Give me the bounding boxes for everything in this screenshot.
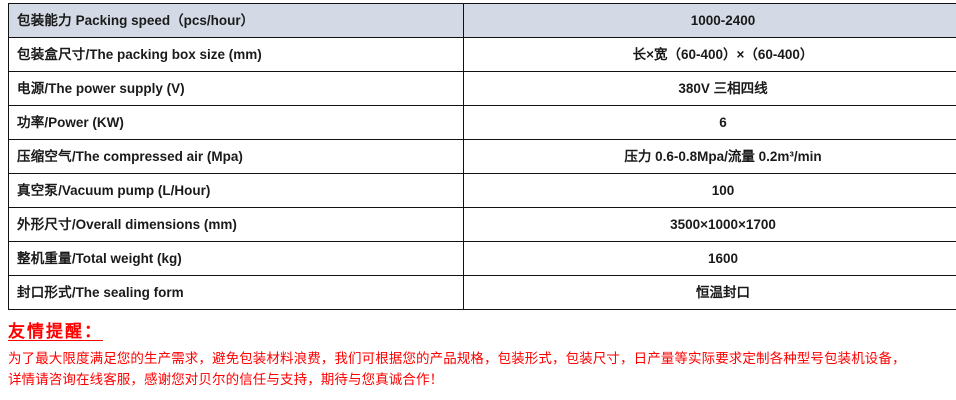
spec-label-cell: 整机重量/Total weight (kg) [8,241,464,276]
spec-label-cn: 包装能力 [17,12,72,28]
spec-label-cn: 整机重量 [17,250,72,266]
table-row: 外形尺寸/Overall dimensions (mm) 3500×1000×17… [8,207,956,242]
table-row: 包装盒尺寸/The packing box size (mm) 长×宽（60-40… [8,37,956,72]
spec-value: 100 [711,182,735,198]
notice-title: 友情提醒： [8,322,103,341]
spec-label-cn: 封口形式 [17,284,72,300]
spec-value-cell: 恒温封口 [463,275,956,310]
spec-label-en: /Overall dimensions (mm) [71,216,237,232]
spec-label-cn: 功率 [17,114,45,130]
spec-value-cell: 1600 [463,241,956,276]
spec-value: 压力 0.6-0.8Mpa/流量 0.2m³/min [624,148,822,164]
spec-label-cn: 压缩空气 [17,148,72,164]
spec-value: 6 [719,114,727,130]
spec-value-cell: 100 [463,173,956,208]
spec-value-cell: 6 [463,105,956,140]
spec-label-cell: 电源/The power supply (V) [8,71,464,106]
spec-label-cell: 功率/Power (KW) [8,105,464,140]
spec-label-cell: 外形尺寸/Overall dimensions (mm) [8,207,464,242]
spec-value: 1000-2400 [690,12,756,28]
table-row: 包装能力 Packing speed（pcs/hour） 1000-2400 [8,3,956,38]
spec-label-en: /Vacuum pump (L/Hour) [58,182,211,198]
spec-value: 3500×1000×1700 [670,216,776,232]
spec-value-cell: 3500×1000×1700 [463,207,956,242]
spec-label-en: /Total weight (kg) [71,250,182,266]
specification-table: 包装能力 Packing speed（pcs/hour） 1000-2400 包装盒… [8,3,956,310]
table-body: 包装能力 Packing speed（pcs/hour） 1000-2400 包装盒… [8,3,956,310]
spec-value-cell: 1000-2400 [463,3,956,38]
spec-label-cell: 包装能力 Packing speed（pcs/hour） [8,3,464,38]
notice-line: 为了最大限度满足您的生产需求，避免包装材料浪费，我们可根据您的产品规格，包装形式… [8,351,906,367]
spec-value: 380V 三相四线 [678,80,768,96]
spec-label-cell: 封口形式/The sealing form [8,275,464,310]
notice-body: 为了最大限度满足您的生产需求，避免包装材料浪费，我们可根据您的产品规格，包装形式… [8,349,952,391]
spec-label-cell: 真空泵/Vacuum pump (L/Hour) [8,173,464,208]
notice-line: 详情请咨询在线客服，感谢您对贝尔的信任与支持，期待与您真诚合作！ [8,372,444,388]
table-row: 真空泵/Vacuum pump (L/Hour) 100 [8,173,956,208]
spec-value: 恒温封口 [696,284,750,300]
spec-value: 1600 [707,250,739,266]
spec-label-cell: 包装盒尺寸/The packing box size (mm) [8,37,464,72]
spec-value-cell: 380V 三相四线 [463,71,956,106]
spec-label-cell: 压缩空气/The compressed air (Mpa) [8,139,464,174]
spec-value: 长×宽（60-400）×（60-400） [632,46,814,62]
spec-value-cell: 压力 0.6-0.8Mpa/流量 0.2m³/min [463,139,956,174]
spec-label-cn: 真空泵 [17,182,59,198]
spec-label-en: /The compressed air (Mpa) [71,148,243,164]
spec-label-en: /The sealing form [71,284,184,300]
spec-label-en: /The power supply (V) [44,80,185,96]
spec-label-cn: 电源 [17,80,45,96]
spec-value-cell: 长×宽（60-400）×（60-400） [463,37,956,72]
spec-label-en: Packing speed（pcs/hour） [71,12,255,28]
table-row: 整机重量/Total weight (kg) 1600 [8,241,956,276]
notice-block: 友情提醒： 为了最大限度满足您的生产需求，避免包装材料浪费，我们可根据您的产品规… [8,321,952,391]
table-row: 电源/The power supply (V) 380V 三相四线 [8,71,956,106]
table-row: 功率/Power (KW) 6 [8,105,956,140]
spec-label-en: /Power (KW) [44,114,124,130]
table-row: 压缩空气/The compressed air (Mpa) 压力 0.6-0.8M… [8,139,956,174]
spec-label-cn: 外形尺寸 [17,216,72,232]
spec-label-cn: 包装盒尺寸 [17,46,86,62]
table-row: 封口形式/The sealing form 恒温封口 [8,275,956,310]
spec-label-en: /The packing box size (mm) [85,46,262,62]
